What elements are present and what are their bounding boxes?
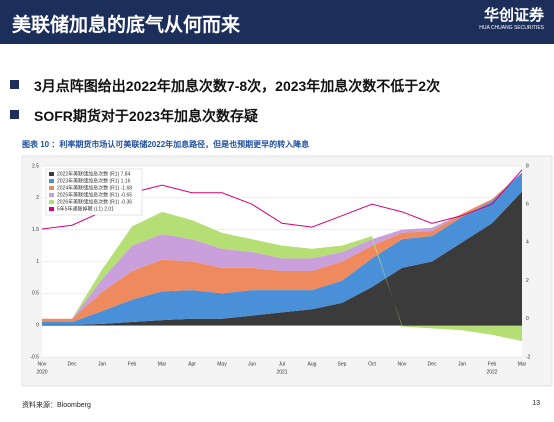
legend-label: 2022年美联储加息次数 (R1) 7.84 [57,170,131,177]
logo: 华创证券 HUA CHUANG SECURITIES [479,4,544,31]
bullet: SOFR期货对于2023年加息次数存疑 [9,108,259,124]
y2-tick-label: 8 [526,163,529,169]
x-tick-label: Apr [188,361,196,367]
page-number: 13 [532,400,540,407]
x-tick-label: May [217,361,227,367]
legend-swatch [49,186,54,190]
y2-tick-label: 2 [526,278,529,284]
x-tick-label: Mar [518,361,527,367]
x-tick-label: Aug [308,361,317,367]
y-tick-label: 1.5 [32,227,39,233]
y-tick-label: 2 [36,195,39,201]
year-label: 2021 [276,369,287,375]
y-tick-label: 2.5 [32,163,39,169]
legend-label: 5年5年通胀掉期 (L1) 2.01 [57,205,114,212]
chart: -0.5 0 0.5 1 1.5 2 2.5 -2 0 2 4 6 8 Nov Dec Jan Feb Mar Ap… [21,155,553,387]
year-label: 2020 [36,369,47,375]
legend-swatch [49,172,54,176]
y-tick-label: 1 [36,259,39,265]
x-tick-label: Feb [128,361,137,367]
figure-caption: 图表 10 ：利率期货市场认可美联储2022年加息路径，但是也预期更早的转入降息 [22,140,310,149]
y-tick-label: 0 [36,322,39,328]
legend-swatch [49,179,54,183]
legend-swatch [49,193,54,197]
legend-label: 2026年美联储加息次数 (R1) -0.36 [57,198,132,205]
x-tick-label: Mar [158,361,167,367]
legend-swatch [49,207,54,211]
legend-label: 2025年美联储加息次数 (R1) -0.65 [57,191,132,198]
x-tick-label: Dec [68,361,77,367]
x-tick-label: Sep [338,361,347,367]
x-tick-label: Nov [398,361,407,367]
bullet: 3月点阵图给出2022年加息次数7-8次，2023年加息次数不低于2次 [9,78,441,94]
area [42,172,522,326]
y2-tick-label: 6 [526,202,529,208]
area [42,172,522,322]
legend-label: 2023年美联储加息次数 (R1) 1.16 [57,177,131,184]
x-tick-label: Nov [38,361,47,367]
x-tick-label: Jun [248,361,256,367]
x-tick-label: Dec [428,361,437,367]
header: 美联储加息的底气从何而来 华创证券 HUA CHUANG SECURITIES [0,0,554,44]
logo-text: 华创证券 [483,7,544,24]
area [42,191,522,326]
area [42,172,522,319]
y-tick-label: -0.5 [30,354,39,360]
legend-swatch [49,200,54,204]
x-tick-label: Jan [98,361,106,367]
y-tick-label: 0.5 [32,291,39,297]
x-tick-label: Jul [279,361,285,367]
logo-sub: HUA CHUANG SECURITIES [479,25,544,31]
area [42,211,522,342]
legend-box [45,168,143,216]
x-tick-label: Oct [368,361,376,367]
source: 资料来源：Bloomberg [22,402,91,409]
x-tick-label: Jan [458,361,466,367]
year-label: 2022 [486,369,497,375]
legend-label: 2024年美联储加息次数 (R1) -1.68 [57,184,132,191]
y2-tick-label: 4 [526,240,529,246]
x-tick-label: Feb [488,361,497,367]
title: 美联储加息的底气从何而来 [12,15,241,36]
y2-tick-label: -2 [526,354,531,360]
y2-tick-label: 0 [526,316,529,322]
